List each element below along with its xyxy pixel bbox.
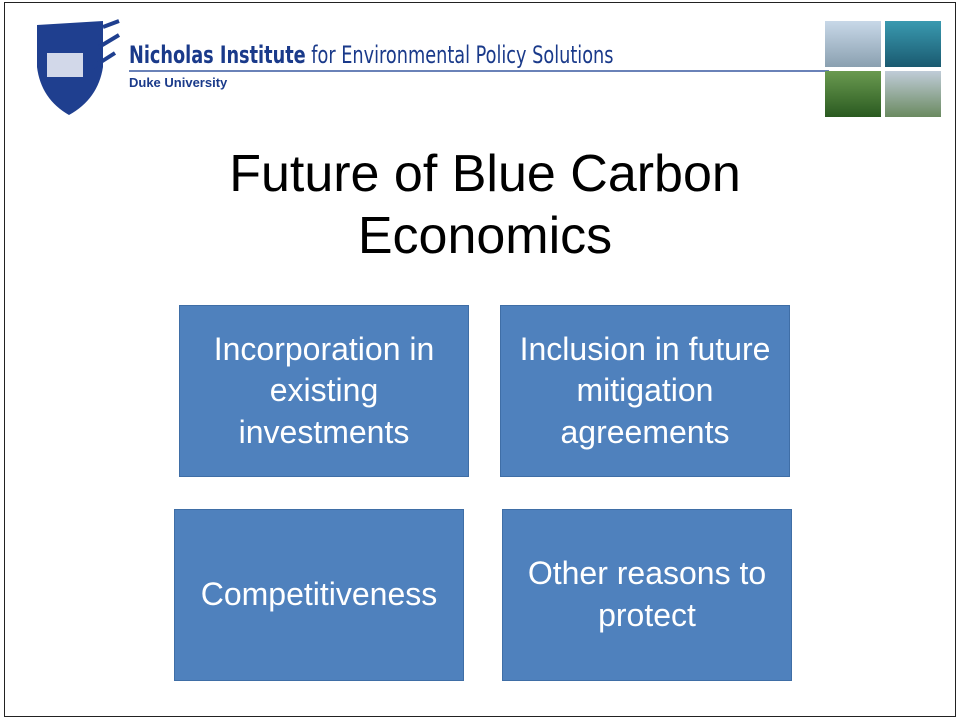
logo (37, 19, 121, 115)
box: Incorporation in existing investments (179, 305, 469, 477)
box: Other reasons to protect (502, 509, 792, 681)
slide-title: Future of Blue Carbon Economics (229, 145, 741, 266)
box: Competitiveness (174, 509, 464, 681)
university: Duke University (129, 75, 228, 90)
box: Inclusion in future mitigation agreement… (500, 305, 790, 477)
institute-name: Nicholas Institute for Environmental Pol… (129, 41, 614, 69)
slide: Nicholas Institute for Environmental Pol… (4, 2, 956, 717)
header-rule (129, 70, 829, 72)
photo-grid (825, 21, 943, 117)
